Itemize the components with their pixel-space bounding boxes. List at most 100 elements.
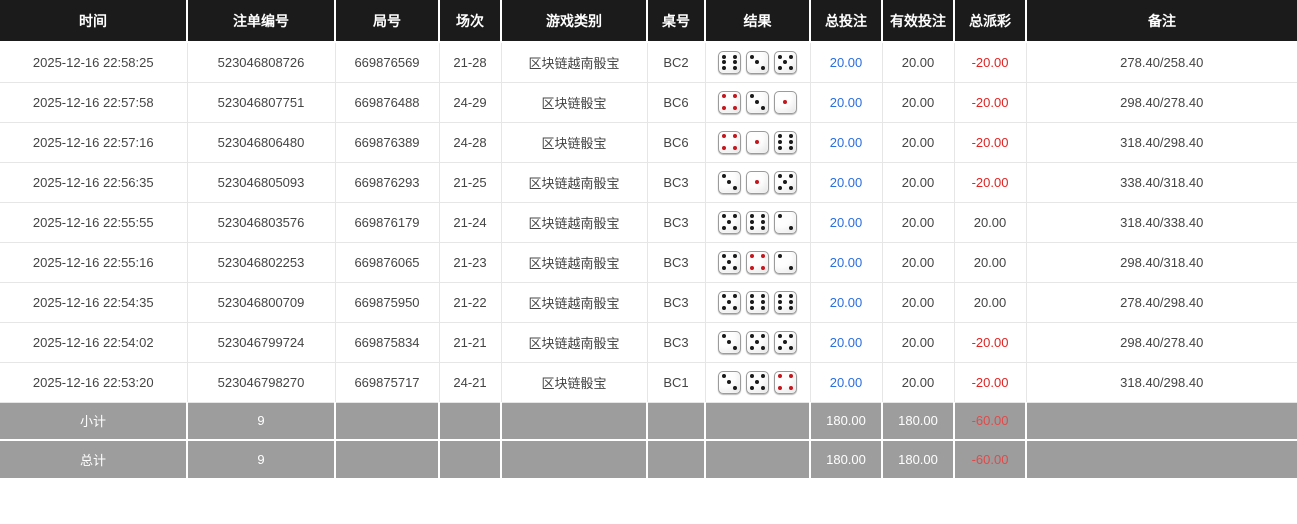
dice-pip — [789, 294, 794, 299]
cell-valid-bet: 20.00 — [882, 362, 955, 403]
table-row[interactable]: 2025-12-16 22:56:35 523046805093 669876293… — [0, 162, 1297, 202]
dice-pip — [783, 60, 788, 65]
dice-group — [718, 50, 797, 74]
dice-pip — [789, 299, 794, 304]
dice-pip — [727, 179, 732, 184]
column-header-bet-no[interactable]: 注单编号 — [187, 0, 336, 42]
summary-blank-result — [705, 440, 811, 478]
cell-session: 21-24 — [439, 202, 502, 242]
dice-face-3 — [718, 370, 741, 394]
dice-pip — [777, 334, 782, 339]
dice-pip — [749, 334, 754, 339]
dice-pip — [761, 345, 766, 350]
cell-payout: 20.00 — [954, 202, 1027, 242]
dice-face-6 — [746, 290, 769, 314]
table-row[interactable]: 2025-12-16 22:53:20 523046798270 669875717… — [0, 362, 1297, 403]
dice-pip — [789, 385, 794, 390]
cell-time: 2025-12-16 22:53:20 — [0, 362, 188, 403]
cell-time: 2025-12-16 22:58:25 — [0, 42, 188, 82]
cell-bet-no: 523046806480 — [187, 122, 336, 162]
column-header-payout[interactable]: 总派彩 — [954, 0, 1027, 42]
cell-game-type: 区块链越南骰宝 — [501, 322, 648, 362]
dice-face-2 — [774, 250, 797, 274]
table-row[interactable]: 2025-12-16 22:55:55 523046803576 669876179… — [0, 202, 1297, 242]
summary-blank-session — [439, 440, 502, 478]
cell-valid-bet: 20.00 — [882, 322, 955, 362]
summary-count: 9 — [187, 402, 336, 441]
column-header-time[interactable]: 时间 — [0, 0, 188, 42]
cell-remark: 278.40/258.40 — [1026, 42, 1297, 82]
summary-label: 小计 — [0, 402, 188, 441]
dice-pip — [789, 174, 794, 179]
table-row[interactable]: 2025-12-16 22:57:16 523046806480 669876389… — [0, 122, 1297, 162]
cell-table-no: BC3 — [647, 322, 706, 362]
dice-face-1 — [746, 170, 769, 194]
table-row[interactable]: 2025-12-16 22:58:25 523046808726 669876569… — [0, 42, 1297, 82]
column-header-session[interactable]: 场次 — [439, 0, 502, 42]
dice-pip — [721, 94, 726, 99]
table-row[interactable]: 2025-12-16 22:54:02 523046799724 669875834… — [0, 322, 1297, 362]
cell-round-no: 669875950 — [335, 282, 440, 322]
column-header-round-no[interactable]: 局号 — [335, 0, 440, 42]
cell-session: 24-29 — [439, 82, 502, 122]
dice-pip — [761, 265, 766, 270]
summary-label: 总计 — [0, 440, 188, 478]
column-header-total-bet[interactable]: 总投注 — [810, 0, 883, 42]
summary-payout: -60.00 — [954, 402, 1027, 441]
dice-pip — [789, 345, 794, 350]
dice-pip — [777, 294, 782, 299]
dice-pip — [789, 305, 794, 310]
dice-pip — [761, 374, 766, 379]
dice-pip — [733, 225, 738, 230]
table-row[interactable]: 2025-12-16 22:55:16 523046802253 669876065… — [0, 242, 1297, 282]
summary-blank-game-type — [501, 440, 648, 478]
column-header-valid-bet[interactable]: 有效投注 — [882, 0, 955, 42]
cell-total-bet: 20.00 — [810, 202, 883, 242]
summary-blank-session — [439, 402, 502, 441]
cell-result — [705, 202, 811, 242]
dice-face-3 — [746, 90, 769, 114]
cell-table-no: BC3 — [647, 242, 706, 282]
dice-pip — [777, 185, 782, 190]
dice-group — [718, 290, 797, 314]
dice-face-5 — [774, 50, 797, 74]
cell-valid-bet: 20.00 — [882, 122, 955, 162]
dice-pip — [733, 145, 738, 150]
column-header-table-no[interactable]: 桌号 — [647, 0, 706, 42]
column-header-remark[interactable]: 备注 — [1026, 0, 1297, 42]
dice-pip — [789, 225, 794, 230]
column-header-game-type[interactable]: 游戏类别 — [501, 0, 648, 42]
cell-game-type: 区块链骰宝 — [501, 362, 648, 403]
cell-valid-bet: 20.00 — [882, 162, 955, 202]
dice-face-1 — [774, 90, 797, 114]
dice-face-6 — [774, 130, 797, 154]
dice-face-5 — [718, 290, 741, 314]
column-header-result[interactable]: 结果 — [705, 0, 811, 42]
dice-face-4 — [718, 130, 741, 154]
dice-pip — [777, 174, 782, 179]
cell-valid-bet: 20.00 — [882, 202, 955, 242]
table-row[interactable]: 2025-12-16 22:54:35 523046800709 669875950… — [0, 282, 1297, 322]
dice-pip — [721, 60, 726, 65]
dice-pip — [721, 145, 726, 150]
dice-pip — [761, 225, 766, 230]
dice-pip — [721, 65, 726, 70]
dice-pip — [733, 254, 738, 259]
cell-round-no: 669876488 — [335, 82, 440, 122]
dice-pip — [727, 379, 732, 384]
dice-pip — [777, 305, 782, 310]
cell-round-no: 669876293 — [335, 162, 440, 202]
cell-bet-no: 523046807751 — [187, 82, 336, 122]
summary-valid-bet: 180.00 — [882, 402, 955, 441]
summary-blank-remark — [1026, 402, 1297, 441]
dice-face-3 — [718, 330, 741, 354]
dice-pip — [733, 294, 738, 299]
dice-pip — [777, 345, 782, 350]
table-row[interactable]: 2025-12-16 22:57:58 523046807751 669876488… — [0, 82, 1297, 122]
summary-total-bet: 180.00 — [810, 440, 883, 478]
cell-remark: 298.40/318.40 — [1026, 242, 1297, 282]
dice-group — [718, 250, 797, 274]
dice-face-6 — [774, 290, 797, 314]
cell-table-no: BC6 — [647, 82, 706, 122]
dice-pip — [755, 99, 760, 104]
